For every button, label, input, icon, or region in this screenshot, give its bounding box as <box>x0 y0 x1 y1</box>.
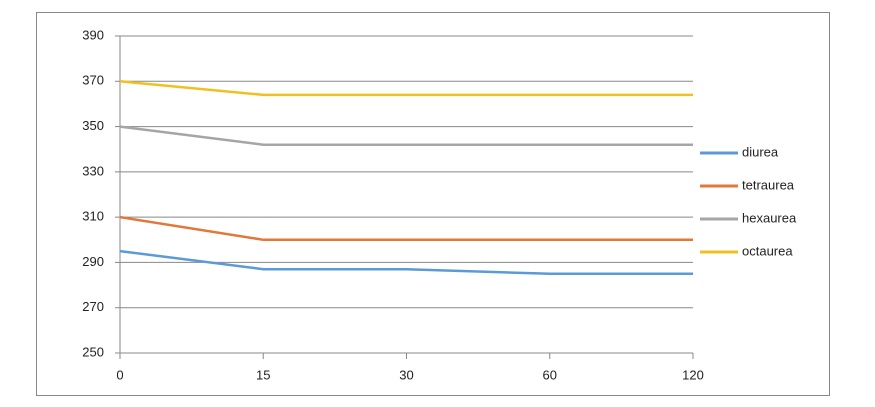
x-tick-label: 30 <box>399 367 413 382</box>
y-tick-label: 290 <box>82 254 104 269</box>
x-tick-label: 15 <box>256 367 270 382</box>
y-tick-label: 390 <box>82 27 104 42</box>
x-tick-label: 60 <box>543 367 557 382</box>
x-tick-label: 0 <box>116 367 123 382</box>
y-tick-label: 350 <box>82 118 104 133</box>
y-tick-label: 330 <box>82 163 104 178</box>
series-line <box>119 215 693 242</box>
legend-label: diurea <box>742 144 779 159</box>
y-tick-label: 310 <box>82 209 104 224</box>
series-line <box>119 249 693 276</box>
legend-label: hexaurea <box>742 210 797 225</box>
series-line <box>119 80 693 97</box>
legend-label: tetraurea <box>742 177 795 192</box>
chart-border <box>36 12 830 396</box>
legend-label: octaurea <box>742 243 793 258</box>
y-tick-label: 370 <box>82 73 104 88</box>
y-tick-label: 270 <box>82 299 104 314</box>
y-tick-label: 250 <box>82 344 104 359</box>
series-line <box>119 125 693 146</box>
x-tick-label: 120 <box>682 367 704 382</box>
